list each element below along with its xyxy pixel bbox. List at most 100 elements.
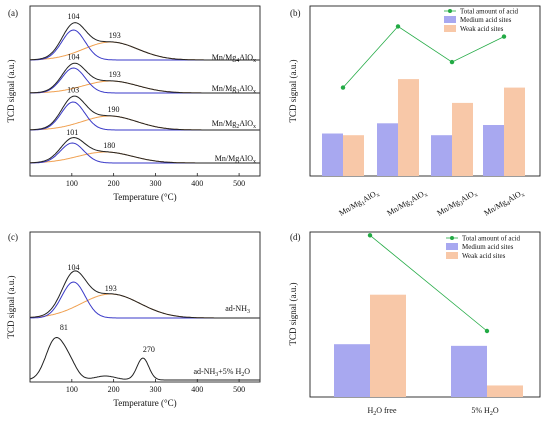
panel-a-peak-labels: 104 193 104 193 103 190 101 180 [66, 12, 120, 150]
total-line [369, 234, 488, 332]
x-tick-label-100: 100 [66, 179, 78, 188]
panel-a-curves [29, 22, 260, 164]
sample-label-mg4: Mn/Mg4AlOx [212, 53, 256, 64]
peak-label-weak-0: 193 [109, 31, 121, 40]
panel-d-total-line [367, 233, 490, 334]
peak-label-weak-2: 190 [107, 105, 119, 114]
c-peak-193: 193 [105, 284, 117, 293]
panel-d: (d) TCD signal (a.u.) Total amount of ac… [288, 231, 541, 417]
bar-medium-0 [322, 133, 343, 176]
x-tick-label-300: 300 [149, 385, 161, 394]
panel-a-label: (a) [8, 8, 18, 18]
legend-d-medium-label: Medium acid sites [462, 243, 514, 251]
panel-c: (c) TCD signal (a.u.) Temperature (°C) 1… [6, 231, 261, 408]
b-tick-mg3: Mn/Mg3AlOx [435, 188, 479, 220]
panel-a-sample-labels: Mn/Mg4AlOx Mn/Mg3AlOx Mn/Mg2AlOx Mn/MgAl… [212, 53, 256, 165]
total-line [342, 25, 505, 88]
bar-weak-3 [504, 87, 525, 176]
panel-a: (a) TCD signal (a.u.) Temperature (°C) 1… [6, 5, 261, 202]
x-tick-label-100: 100 [66, 385, 78, 394]
sample-label-mg1: Mn/MgAlOx [215, 154, 256, 165]
panel-c-ylabel: TCD signal (a.u.) [6, 276, 16, 339]
d-tick-h2o-free: H2O free [368, 406, 397, 417]
d-tick-5-h2o: 5% H2O [471, 406, 498, 417]
peak-label-weak-1: 193 [109, 70, 121, 79]
total-point-3 [501, 34, 507, 39]
c-total-curve [29, 270, 260, 319]
bar-weak-2 [452, 102, 473, 176]
bar-medium-1 [377, 123, 398, 176]
panel-b-ylabel: TCD signal (a.u.) [288, 60, 298, 123]
c-h2o-curve [29, 336, 260, 381]
panel-d-label: (d) [290, 232, 301, 242]
sample-label-mg3: Mn/Mg3AlOx [212, 84, 256, 95]
x-tick-label-400: 400 [191, 179, 203, 188]
panel-b-xticklabels: Mn/Mg1AlOx Mn/Mg2AlOx Mn/Mg3AlOx Mn/Mg4A… [337, 188, 526, 220]
legend-d-weak-swatch [446, 252, 458, 259]
c-peak-81: 81 [60, 323, 68, 332]
x-tick-label-500: 500 [233, 385, 245, 394]
peak-label-medium-2: 103 [67, 86, 79, 95]
panel-c-curves [29, 270, 260, 381]
panel-b-legend: Total amount of acid Medium acid sites W… [444, 8, 519, 33]
b-tick-mg4: Mn/Mg4AlOx [482, 188, 526, 220]
peak-label-weak-3: 180 [103, 141, 115, 150]
panel-d-legend: Total amount of acid Medium acid sites W… [446, 235, 521, 260]
total-curve-0 [29, 22, 260, 61]
bar-medium-2 [431, 135, 452, 176]
total-point-0 [367, 233, 373, 238]
x-tick-label-200: 200 [108, 385, 120, 394]
b-tick-mg2: Mn/Mg2AlOx [385, 188, 429, 220]
total-point-1 [395, 24, 401, 29]
panel-c-peak-labels: 104 193 81 270 [60, 263, 155, 354]
x-tick-label-400: 400 [191, 385, 203, 394]
c-peak-104: 104 [67, 263, 79, 272]
legend-weak-label: Weak acid sites [460, 25, 504, 33]
total-curve-1 [30, 62, 260, 94]
bar-weak-0 [370, 294, 406, 397]
panel-c-xticks: 100 200 300 400 500 [66, 379, 245, 394]
peak-label-medium-1: 104 [67, 53, 79, 62]
legend-total-marker [448, 9, 452, 13]
total-point-0 [340, 85, 346, 90]
panel-a-frame [29, 5, 261, 177]
legend-weak-swatch [444, 25, 456, 32]
panel-d-frame [309, 231, 541, 398]
panel-c-label: (c) [8, 232, 18, 242]
panel-b-label: (b) [290, 8, 301, 18]
sample-label-adnh3: ad-NH3 [225, 304, 250, 315]
legend-d-medium-swatch [446, 243, 458, 250]
bar-weak-1 [487, 385, 523, 397]
bar-weak-1 [398, 79, 419, 176]
peak-label-medium-3: 101 [66, 128, 78, 137]
peak-label-medium-0: 104 [67, 12, 79, 21]
legend-d-total-label: Total amount of acid [462, 235, 521, 243]
legend-total-label: Total amount of acid [460, 8, 519, 16]
legend-d-total-marker [450, 236, 454, 240]
bar-medium-3 [483, 125, 504, 176]
total-curve-3 [30, 136, 260, 164]
x-tick-label-200: 200 [108, 179, 120, 188]
x-tick-label-500: 500 [233, 179, 245, 188]
panel-b-total-line [340, 24, 507, 90]
bar-medium-0 [334, 344, 370, 397]
panel-d-bars [334, 294, 523, 397]
panel-b: (b) TCD signal (a.u.) Total amount of ac… [288, 5, 541, 220]
panel-d-ylabel: TCD signal (a.u.) [288, 283, 298, 346]
panel-a-ylabel: TCD signal (a.u.) [6, 60, 16, 123]
b-tick-mg1: Mn/Mg1AlOx [337, 188, 381, 220]
panel-a-xlabel: Temperature (°C) [113, 192, 176, 202]
total-point-2 [449, 59, 455, 65]
panel-c-xlabel: Temperature (°C) [113, 398, 176, 408]
sample-label-mg2: Mn/Mg2AlOx [212, 119, 256, 130]
panel-b-bars [322, 79, 525, 176]
panel-a-xticks: 100 200 300 400 500 [66, 173, 245, 188]
c-peak-270: 270 [143, 345, 155, 354]
legend-medium-label: Medium acid sites [460, 16, 512, 24]
x-tick-label-300: 300 [149, 179, 161, 188]
total-curve-2 [29, 95, 260, 131]
legend-d-weak-label: Weak acid sites [462, 252, 506, 260]
panel-c-frame [29, 231, 261, 383]
sample-label-adnh3-h2o: ad-NH3+5% H2O [193, 367, 250, 378]
